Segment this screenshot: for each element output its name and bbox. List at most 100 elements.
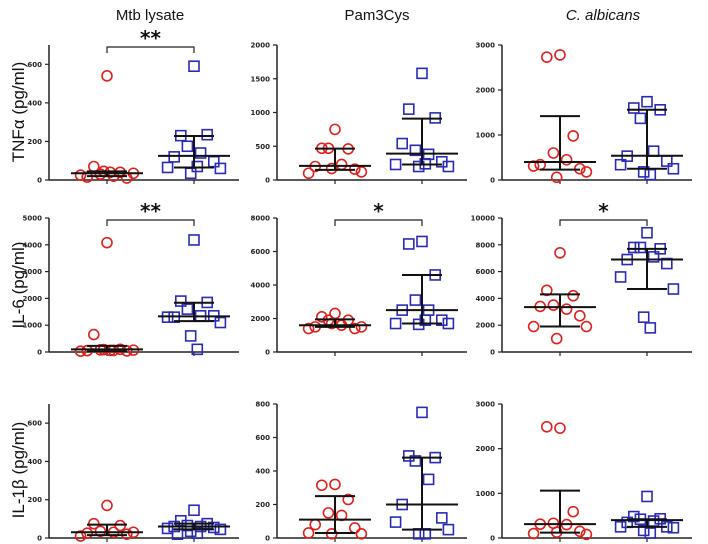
data-point-square (422, 473, 435, 486)
column-title: C. albicans (566, 7, 641, 24)
data-point-square (435, 512, 448, 524)
y-axis-label: IL-6 (pg/ml) (9, 242, 28, 329)
data-point-square (627, 510, 640, 523)
data-point-square (442, 523, 455, 536)
data-point-square (181, 140, 194, 153)
data-point-square (647, 251, 660, 263)
y-tick-label: 8000 (251, 215, 271, 223)
significance-bracket (559, 219, 648, 226)
y-tick-label: 8000 (476, 241, 496, 249)
data-point-square (201, 128, 213, 141)
data-point-square (627, 241, 640, 254)
data-point-square (214, 316, 227, 329)
data-point-circle (527, 320, 540, 333)
data-point-circle (554, 247, 566, 259)
y-tick-label: 2000 (476, 322, 496, 330)
data-point-square (412, 160, 425, 173)
significance-label: * (373, 199, 384, 223)
data-point-square (416, 406, 428, 419)
data-point-circle (101, 499, 113, 512)
y-axis-label: TNFα (pg/ml) (9, 62, 28, 163)
data-point-circle (580, 528, 593, 541)
y-tick-label: 2000 (476, 445, 496, 453)
y-tick-label: 6000 (476, 268, 496, 276)
data-point-square (637, 166, 650, 178)
data-point-square (402, 103, 415, 115)
data-point-square (389, 317, 402, 330)
data-point-square (402, 238, 415, 250)
data-point-circle (335, 158, 348, 171)
data-point-circle (567, 289, 580, 302)
y-tick-label: 600 (255, 434, 270, 442)
y-tick-label: 200 (255, 501, 270, 509)
y-tick-label: 0 (490, 349, 495, 357)
data-point-square (188, 60, 200, 73)
y-tick-label: 800 (255, 401, 270, 409)
data-point-square (188, 234, 200, 246)
data-point-square (214, 523, 227, 536)
data-point-circle (355, 321, 368, 333)
data-point-square (442, 317, 455, 330)
data-point-square (660, 155, 673, 167)
data-point-square (191, 527, 204, 540)
data-point-square (644, 322, 657, 334)
data-point-square (634, 241, 647, 254)
data-point-circle (88, 328, 100, 341)
data-point-circle (554, 422, 566, 434)
data-point-square (667, 162, 680, 175)
data-point-square (184, 167, 197, 180)
data-point-circle (580, 166, 593, 178)
data-point-square (181, 303, 194, 315)
data-point-square (419, 314, 432, 326)
data-point-circle (547, 147, 560, 159)
y-tick-label: 1000 (476, 132, 496, 140)
data-point-square (188, 504, 200, 517)
y-tick-label: 400 (255, 468, 270, 476)
data-point-square (416, 67, 428, 80)
data-point-square (194, 147, 207, 159)
data-point-square (409, 455, 422, 467)
y-tick-label: 3000 (23, 268, 43, 276)
significance-label: ** (140, 199, 161, 223)
y-tick-label: 400 (27, 458, 42, 466)
y-tick-label: 0 (37, 177, 42, 185)
data-point-square (191, 343, 204, 356)
data-point-circle (342, 493, 355, 506)
data-point-square (641, 95, 653, 108)
data-point-circle (550, 171, 563, 184)
data-point-square (175, 295, 187, 307)
data-point-square (644, 527, 657, 539)
data-point-square (641, 490, 653, 503)
y-tick-label: 0 (490, 535, 495, 543)
data-point-square (627, 102, 640, 114)
data-point-square (614, 521, 627, 533)
data-point-square (184, 330, 197, 342)
y-tick-label: 2000 (476, 87, 496, 95)
data-point-square (614, 158, 627, 171)
y-axis-label: IL-1β (pg/ml) (9, 422, 28, 519)
data-point-square (214, 162, 227, 175)
data-point-circle (101, 236, 113, 249)
data-point-square (614, 271, 627, 283)
data-point-circle (580, 320, 593, 333)
column-title: Pam3Cys (344, 7, 409, 24)
y-tick-label: 400 (27, 99, 42, 107)
data-point-circle (573, 525, 586, 538)
data-point-square (389, 516, 402, 528)
significance-bracket (106, 46, 195, 53)
data-point-circle (315, 311, 328, 323)
data-point-circle (348, 522, 361, 534)
y-tick-label: 0 (265, 349, 270, 357)
y-tick-label: 4000 (476, 295, 496, 303)
data-point-square (435, 314, 448, 326)
y-tick-label: 0 (37, 349, 42, 357)
data-point-circle (315, 479, 328, 492)
data-point-square (208, 155, 220, 168)
y-tick-label: 600 (27, 61, 42, 69)
y-tick-label: 0 (265, 177, 270, 185)
data-point-circle (302, 167, 315, 180)
data-point-square (161, 161, 174, 174)
y-tick-label: 1500 (251, 75, 271, 83)
data-point-circle (74, 169, 87, 181)
